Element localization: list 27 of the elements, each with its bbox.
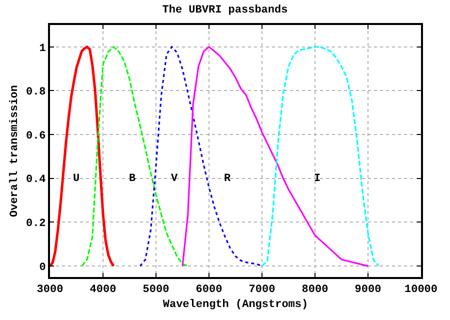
- x-tick-label: 4000: [90, 284, 116, 296]
- y-tick-label: 0.6: [26, 130, 46, 142]
- chart-title: The UBVRI passbands: [162, 4, 288, 16]
- y-tick-label: 0.4: [26, 174, 46, 186]
- annotation: B: [129, 173, 136, 185]
- line-series: [50, 46, 115, 268]
- annotation: V: [171, 173, 178, 185]
- x-tick-label: 9000: [354, 284, 382, 296]
- line-series: [182, 46, 369, 267]
- annotation: R: [224, 173, 231, 185]
- x-tick-label: 3000: [36, 284, 64, 296]
- x-tick-label: 10000: [404, 284, 438, 296]
- annotation: U: [73, 173, 80, 185]
- x-axis-title: Wavelength (Angstroms): [162, 298, 308, 311]
- annotation: I: [314, 173, 321, 185]
- line-series: [139, 46, 263, 267]
- x-tick-label: 8000: [302, 284, 328, 296]
- x-tick-label: 5000: [142, 284, 170, 296]
- x-tick-label: 7000: [248, 284, 276, 296]
- line-series: [261, 46, 380, 267]
- y-axis-title: Overall transmission: [9, 84, 22, 218]
- y-tick-label: 0.8: [26, 86, 46, 99]
- y-tick-label: 0.2: [26, 218, 46, 230]
- y-tick-label: 0: [39, 262, 46, 274]
- y-tick-label: 1: [39, 42, 46, 55]
- line-series: [81, 46, 189, 267]
- x-tick-label: 6000: [196, 284, 222, 296]
